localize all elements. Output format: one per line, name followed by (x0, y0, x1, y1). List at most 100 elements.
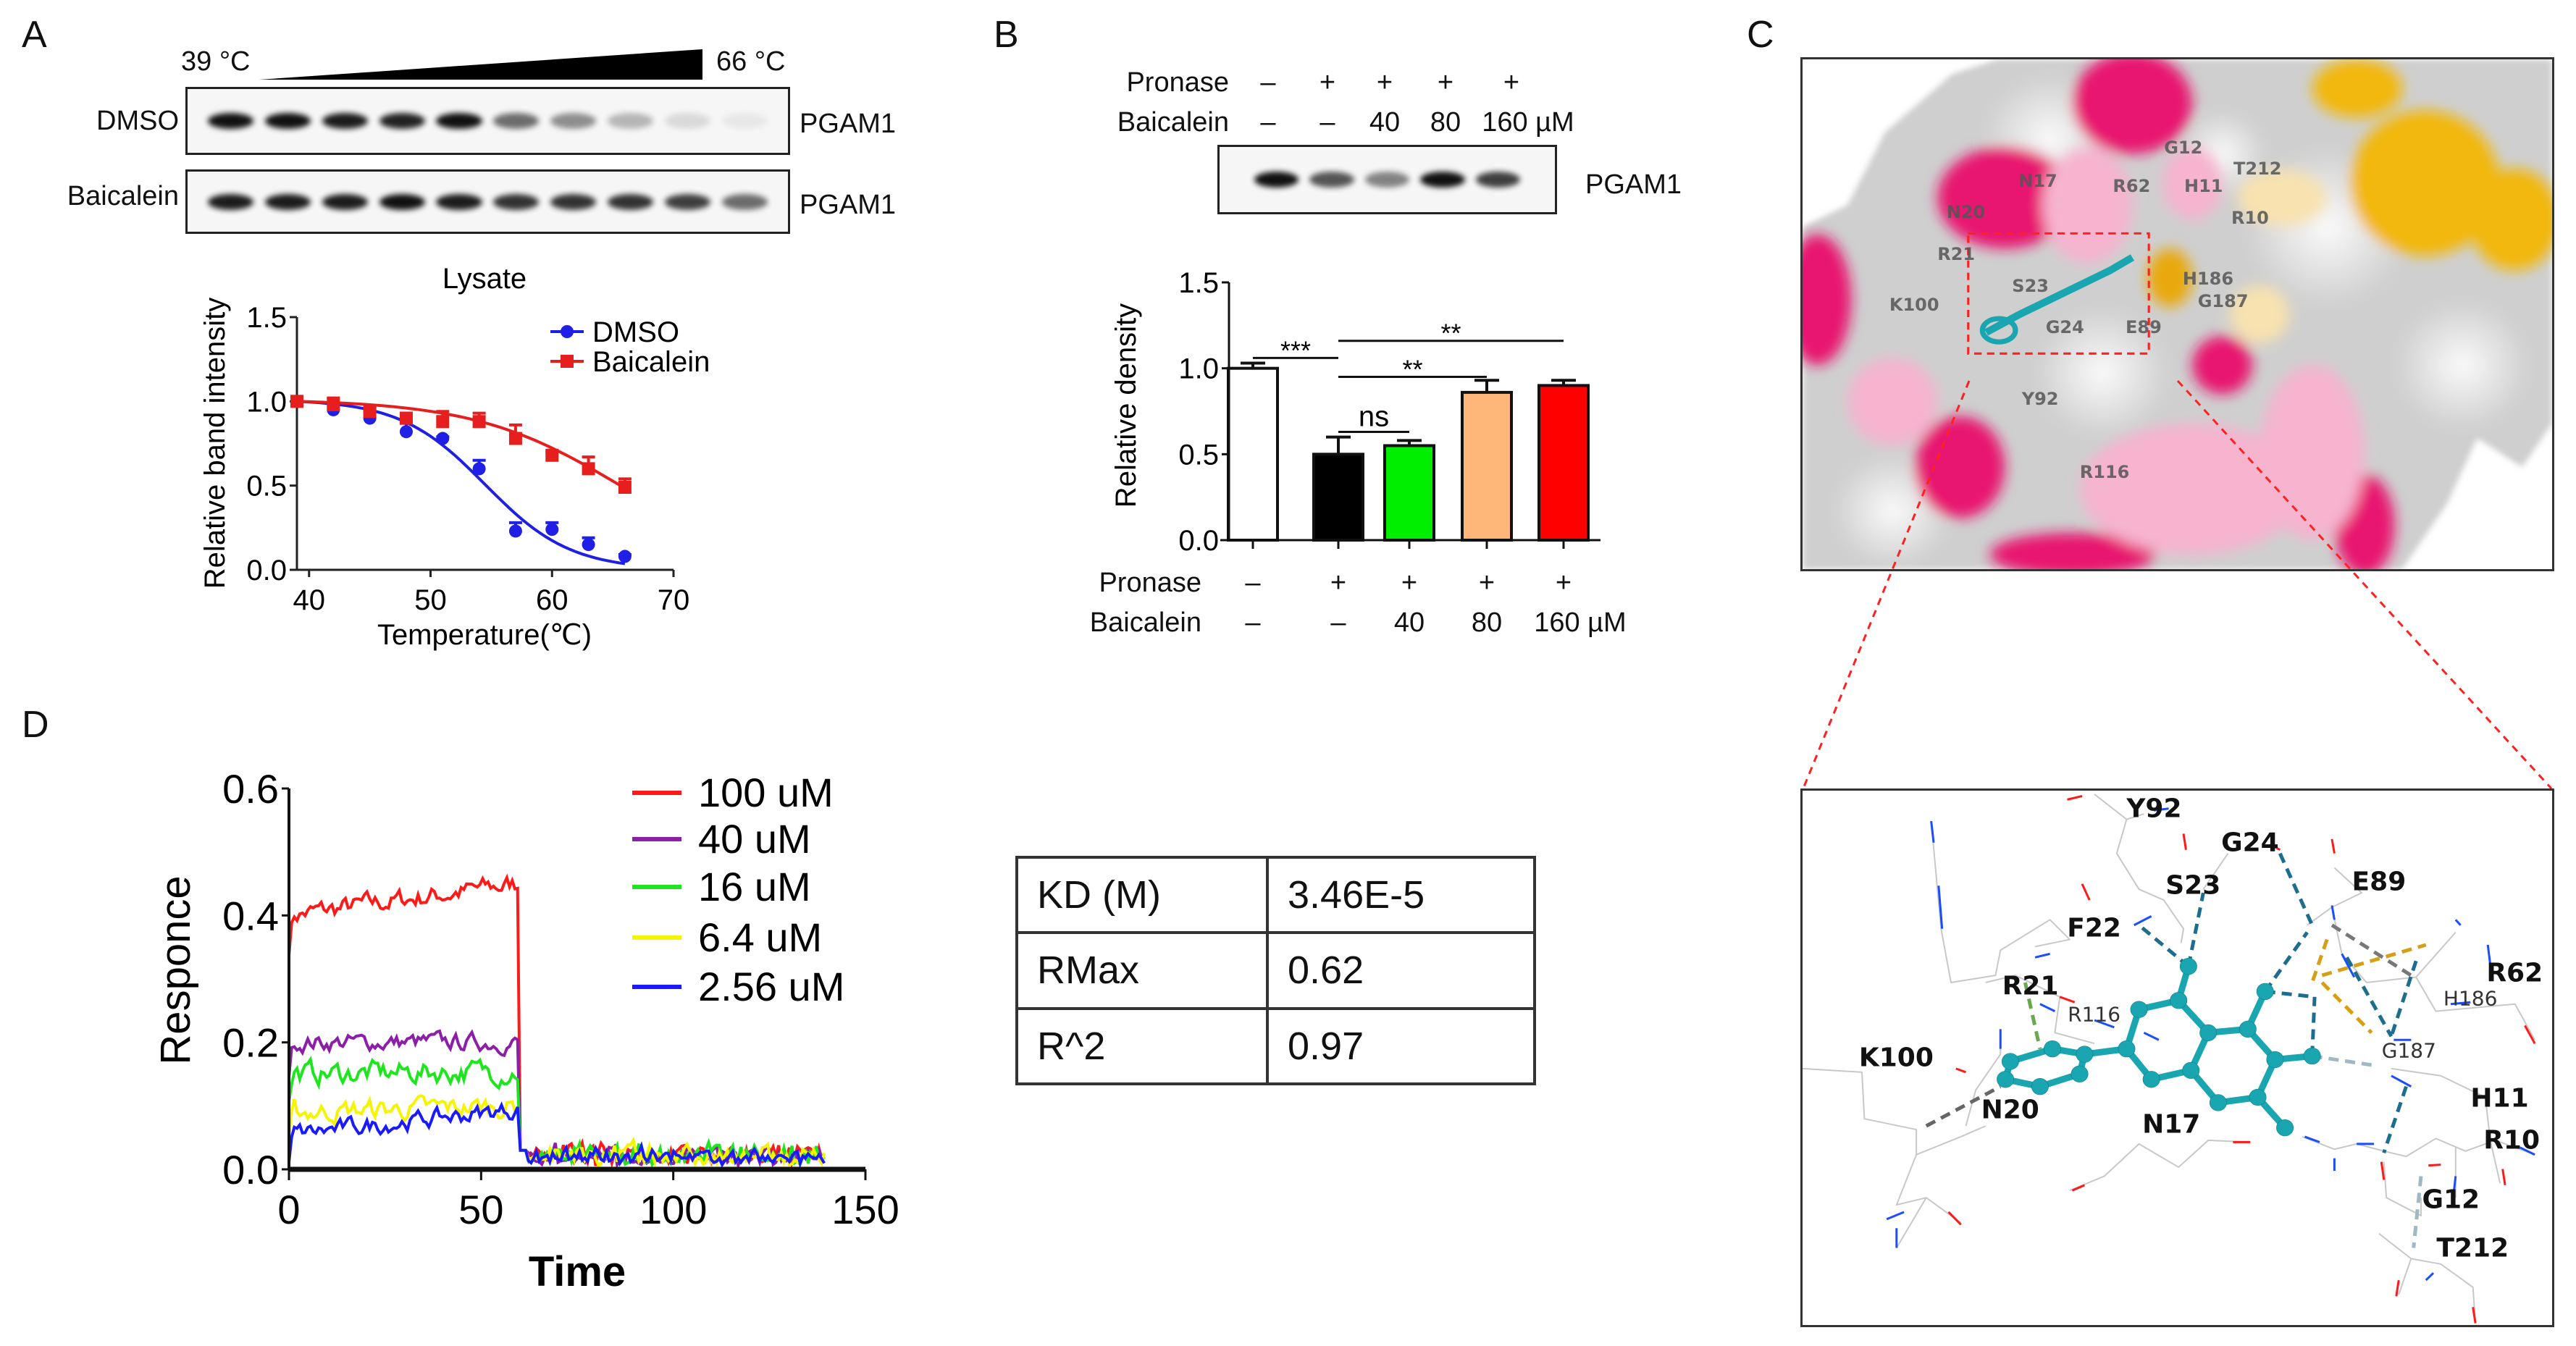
nitrogen-bond (2456, 920, 2461, 925)
protein-band (1476, 172, 1521, 188)
table-row: KD (M) 3.46E-5 (1015, 855, 1536, 935)
x-axis-label: Temperature(℃) (377, 619, 592, 651)
data-point-dmso (545, 523, 559, 537)
x-tick-label: 70 (658, 584, 690, 616)
protein-band (665, 193, 711, 210)
interaction-dashed-line (2322, 983, 2371, 1032)
detail-residue-label: H186 (2443, 986, 2498, 1011)
protein-band (436, 113, 482, 129)
data-point-baicalein (290, 395, 303, 408)
fit-curve-baicalein (296, 400, 626, 489)
axis-pronase-value: + (1478, 568, 1495, 598)
blot-row-label-dmso: DMSO (96, 106, 179, 136)
protein-band (207, 193, 253, 210)
nitrogen-bond (2134, 916, 2152, 925)
oxygen-bond (2428, 1165, 2441, 1166)
nitrogen-bond (1887, 1212, 1904, 1219)
panel-label-c: C (1747, 14, 1774, 56)
param-cell: RMax (1015, 931, 1269, 1010)
x-tick-label: 150 (831, 1187, 899, 1232)
detail-residue-label: R62 (2486, 958, 2543, 988)
legend-label: 6.4 uM (698, 914, 822, 960)
oxygen-bond (2060, 997, 2074, 1002)
significance-label: ** (1440, 319, 1461, 348)
protein-band (322, 113, 368, 129)
interaction-dashed-line (1926, 1087, 2000, 1126)
blot-target-label-b: PGAM1 (1585, 169, 1682, 200)
nitrogen-bond (2094, 1020, 2114, 1027)
x-tick-label: 50 (458, 1187, 503, 1232)
protein-band (207, 113, 253, 129)
header-baicalein-value: – (1320, 107, 1335, 138)
legend-marker (561, 325, 574, 338)
protein-band (1364, 172, 1410, 188)
zoom-region-box (1967, 232, 2150, 355)
protein-band (608, 113, 654, 129)
residue-wireframe (2307, 867, 2362, 925)
axis-pronase-value: + (1555, 568, 1572, 598)
sensorgram-2-56-uM (288, 1101, 826, 1169)
protein-band (493, 113, 540, 129)
ligand-atom (2001, 1053, 2019, 1070)
surface-residue-label: S23 (2012, 275, 2049, 296)
nitrogen-bond (2453, 1176, 2455, 1198)
interaction-dashed-line (2312, 940, 2327, 983)
y-tick-label: 1.0 (1178, 353, 1219, 385)
western-blot-dmso (185, 87, 790, 155)
legend-label: Baicalein (592, 346, 710, 378)
western-blot-baicalein (185, 169, 790, 234)
data-point-baicalein (327, 398, 340, 411)
ligand-atom (2209, 1094, 2227, 1111)
axis-baicalein-value: 80 (1471, 607, 1503, 638)
blot-row-label-baicalein: Baicalein (67, 181, 179, 211)
detail-residue-label: F22 (2067, 913, 2121, 943)
detail-residue-label: G12 (2422, 1185, 2480, 1215)
detail-residue-label: R10 (2483, 1125, 2541, 1156)
oxygen-bond (1949, 1212, 1961, 1224)
bar (1537, 384, 1590, 542)
legend-label: 40 uM (698, 816, 811, 862)
surface-residue-label: K100 (1889, 294, 1939, 315)
interaction-dashed-line (2391, 961, 2416, 1036)
oxygen-bond (2525, 1025, 2535, 1043)
interaction-dashed-line (2280, 854, 2312, 925)
y-tick-label: 1.5 (1178, 267, 1219, 299)
ligand-atom (2071, 1065, 2089, 1082)
header-baicalein-value: 80 (1430, 107, 1461, 138)
detail-residue-label: R116 (2068, 1002, 2121, 1027)
header-pronase-value: + (1319, 67, 1336, 98)
oxygen-bond (2067, 796, 2081, 799)
value-cell: 0.62 (1266, 931, 1536, 1010)
oxygen-bond (2082, 884, 2089, 900)
axis-baicalein-value: – (1245, 607, 1261, 638)
surface-residue-label: H186 (2182, 268, 2234, 289)
detail-residue-label: R21 (2002, 971, 2059, 1001)
detail-residue-label: E89 (2351, 867, 2407, 897)
nitrogen-bond (1931, 821, 1934, 843)
nitrogen-bond (2426, 1273, 2433, 1280)
significance-label: ** (1402, 355, 1422, 384)
temperature-low-label: 39 °C (181, 46, 251, 77)
y-tick-label: 1.5 (246, 302, 287, 334)
ligand-atom (2239, 1020, 2257, 1038)
protein-band (436, 193, 482, 210)
residue-wireframe (2070, 1140, 2248, 1190)
baicalein-row-label: Baicalein (1117, 107, 1229, 138)
y-tick-label: 0.2 (222, 1020, 279, 1066)
nitrogen-bond (2488, 945, 2490, 964)
interaction-dashed-line (2322, 945, 2425, 975)
interaction-dashed-line (2312, 997, 2315, 1056)
axis-baicalein-value: – (1330, 607, 1346, 638)
baicalein-axis-label: Baicalein (1089, 607, 1201, 638)
protein-band (1309, 172, 1354, 188)
axis-baicalein-value: 40 (1393, 607, 1425, 638)
ligand-atom (2249, 1088, 2267, 1106)
ligand-atom (2303, 1047, 2321, 1065)
blot-target-label-baicalein: PGAM1 (800, 190, 897, 220)
header-pronase-value: + (1437, 67, 1454, 98)
data-point-dmso (582, 538, 595, 552)
legend-label: 2.56 uM (698, 964, 844, 1009)
nitrogen-bond (2520, 1148, 2535, 1155)
